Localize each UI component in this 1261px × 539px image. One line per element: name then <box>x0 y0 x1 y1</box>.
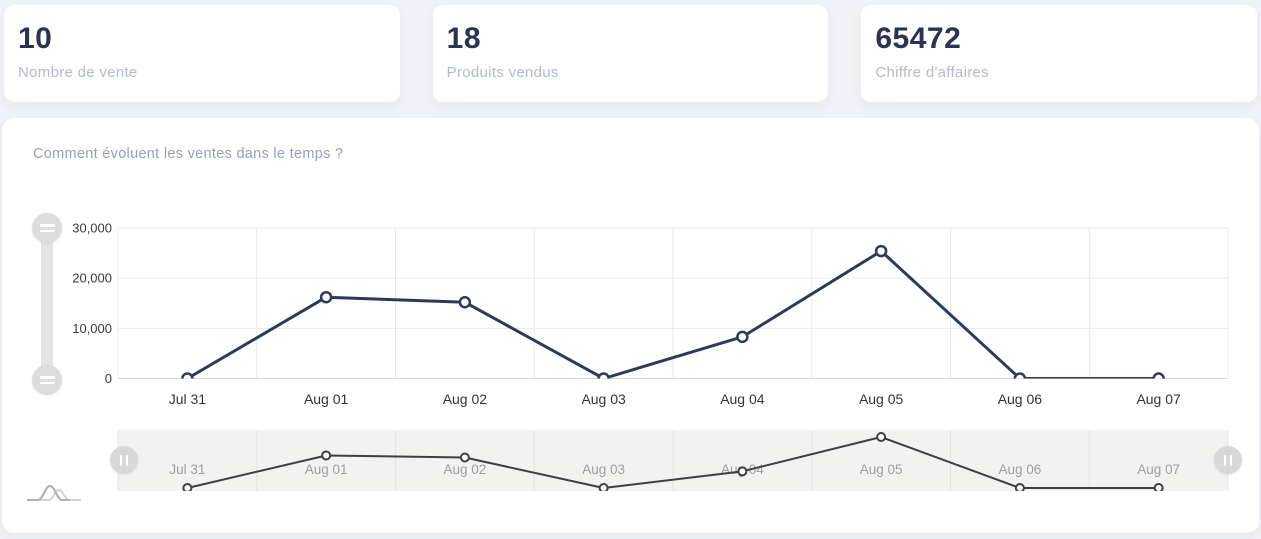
y-axis-range-slider-upper-handle[interactable] <box>32 213 62 243</box>
grip-vertical-icon <box>1229 454 1233 466</box>
stat-label: Produits vendus <box>446 64 559 81</box>
navigator-left-handle[interactable] <box>110 446 138 474</box>
y-axis-range-slider-lower-handle[interactable] <box>32 365 62 395</box>
y-axis-range-slider-track[interactable] <box>41 228 53 380</box>
grip-vertical-icon <box>125 454 129 466</box>
chart-title: Comment évoluent les ventes dans le temp… <box>33 146 344 162</box>
area-chart-icon <box>27 484 81 501</box>
stat-card-nombre-de-vente: 10 Nombre de vente <box>4 5 400 102</box>
stat-cards-row: 10 Nombre de vente 18 Produits vendus 65… <box>4 5 1258 102</box>
grip-lines-icon <box>39 381 55 384</box>
stat-label: Nombre de vente <box>18 64 138 81</box>
grip-vertical-icon <box>1223 454 1227 466</box>
navigator-right-handle[interactable] <box>1214 446 1242 474</box>
stat-value: 18 <box>446 22 482 55</box>
grip-lines-icon <box>39 224 55 227</box>
stat-card-produits-vendus: 18 Produits vendus <box>432 5 829 102</box>
chart-plot-area[interactable] <box>118 228 1228 379</box>
stat-label: Chiffre d'affaires <box>875 64 989 81</box>
grip-vertical-icon <box>119 454 123 466</box>
navigator-strip[interactable] <box>118 430 1228 491</box>
stat-value: 10 <box>18 22 53 55</box>
stat-value: 65472 <box>875 22 962 55</box>
stat-card-chiffre-affaires: 65472 Chiffre d'affaires <box>861 5 1258 102</box>
grip-lines-icon <box>39 376 55 379</box>
grip-lines-icon <box>39 229 55 232</box>
